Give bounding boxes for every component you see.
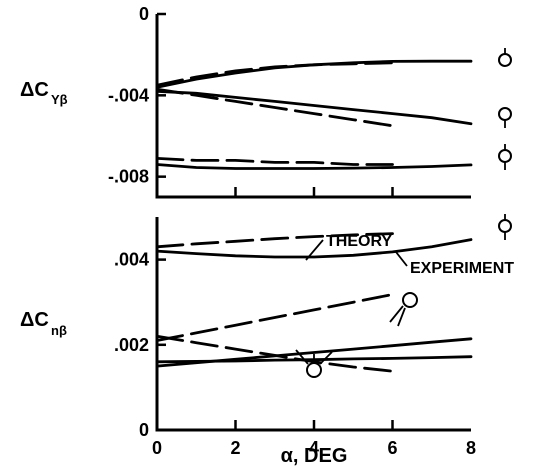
top-series-2-dashed bbox=[155, 61, 394, 87]
theory-leader-line bbox=[305, 239, 324, 261]
bottom-x-tick-label-2: 4 bbox=[309, 438, 319, 458]
bottom-series-4-dashed bbox=[155, 334, 394, 373]
top-series-6-solid bbox=[155, 163, 473, 170]
bottom-x-tick-label-0: 0 bbox=[152, 438, 162, 458]
bottom-x-tick-label-3: 6 bbox=[387, 438, 397, 458]
top-y-axis-label: ΔC Yβ bbox=[20, 79, 68, 107]
bottom-series-1-dashed bbox=[155, 232, 394, 249]
bottom-y-axis-label: ΔC nβ bbox=[20, 309, 67, 338]
bottom-x-tick-label-1: 2 bbox=[230, 438, 240, 458]
bottom-series-2-solid bbox=[155, 238, 473, 259]
configuration-symbol-1 bbox=[498, 48, 512, 67]
top-series-4-dashed bbox=[155, 87, 394, 128]
top-panel-series bbox=[155, 59, 473, 170]
top-series-3-solid bbox=[155, 89, 473, 126]
top-y-tick-label-1: -.004 bbox=[108, 85, 149, 105]
top-y-tick-label-2: -.008 bbox=[108, 167, 149, 187]
experiment-leader-line bbox=[395, 251, 408, 267]
bottom-series-3-dashed bbox=[155, 293, 394, 342]
bottom-y-tick-label-2: .004 bbox=[114, 250, 149, 270]
bottom-y-label-main: ΔC bbox=[20, 309, 49, 331]
bottom-y-label-subscript: nβ bbox=[51, 323, 67, 338]
top-panel-frame bbox=[155, 14, 471, 199]
bottom-x-tick-label-4: 8 bbox=[466, 438, 476, 458]
bottom-y-tick-label-0: 0 bbox=[139, 420, 149, 440]
bottom-y-tick-label-1: .002 bbox=[114, 335, 149, 355]
bottom-panel-series bbox=[155, 232, 473, 373]
top-y-tick-label-0: 0 bbox=[139, 4, 149, 24]
theory-annotation: THEORY bbox=[326, 233, 392, 250]
x-axis-label: α, DEG bbox=[281, 445, 348, 467]
top-y-label-main: ΔC bbox=[20, 79, 49, 101]
bottom-panel-ticks: 0 .002 .004 0 2 4 6 8 bbox=[114, 250, 476, 458]
top-panel-ticks: 0 -.004 -.008 bbox=[108, 4, 394, 197]
top-series-5-dashed bbox=[155, 156, 394, 166]
top-y-label-subscript: Yβ bbox=[51, 92, 68, 107]
callout-symbol-upper bbox=[389, 292, 418, 327]
experiment-annotation: EXPERIMENT bbox=[410, 260, 514, 277]
configuration-symbol-2 bbox=[498, 107, 512, 128]
configuration-symbol-4 bbox=[498, 214, 512, 240]
callout-symbol-lower bbox=[295, 349, 333, 378]
configuration-symbol-3 bbox=[498, 144, 512, 170]
